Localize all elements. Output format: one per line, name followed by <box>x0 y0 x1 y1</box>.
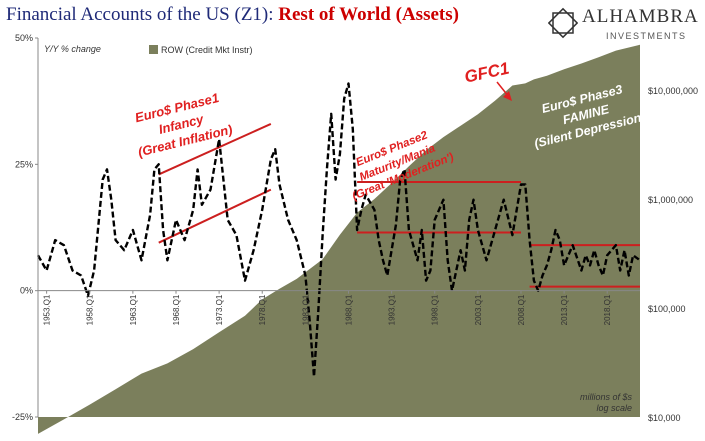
logo-name: ALHAMBRA <box>582 6 699 27</box>
legend-label: ROW (Credit Mkt Instr) <box>161 45 253 55</box>
left-tick-label: -25% <box>12 412 33 422</box>
annotation-gfc1: GFC1 <box>463 59 511 87</box>
right-tick-label: $10,000 <box>648 413 681 423</box>
right-tick-label: $1,000,000 <box>648 195 693 205</box>
right-axis-note-units: millions of $s <box>580 392 633 402</box>
trend-line-2 <box>158 188 272 244</box>
right-tick-label: $100,000 <box>648 304 686 314</box>
x-tick-label: 1968.Q1 <box>172 294 181 325</box>
annotation-gfc1-line: GFC1 <box>463 59 511 87</box>
x-tick-label: 1988.Q1 <box>344 294 353 325</box>
line-layer <box>36 82 641 378</box>
right-axis-note-scale: log scale <box>596 403 632 413</box>
alhambra-logo: ALHAMBRA INVESTMENTS <box>548 5 700 45</box>
x-tick-label: 1993.Q1 <box>388 294 397 325</box>
x-tick-label: 1998.Q1 <box>431 294 440 325</box>
x-tick-label: 1978.Q1 <box>258 294 267 325</box>
left-axis-label: Y/Y % change <box>44 44 101 54</box>
star-logo-icon <box>548 7 578 39</box>
x-tick-label: 1973.Q1 <box>215 294 224 325</box>
trend-line-1 <box>158 122 272 176</box>
area-layer <box>38 44 640 434</box>
x-tick-label: 1958.Q1 <box>86 294 95 325</box>
logo-subtitle: INVESTMENTS <box>606 31 687 41</box>
left-tick-label: 0% <box>20 286 33 296</box>
left-tick-label: 50% <box>15 33 33 43</box>
x-tick-label: 1963.Q1 <box>129 294 138 325</box>
x-tick-label: 1983.Q1 <box>301 294 310 325</box>
x-tick-label: 2013.Q1 <box>560 294 569 325</box>
legend-swatch <box>149 45 158 54</box>
yoy-change-line <box>36 82 641 378</box>
axis-layer: 50% 25% 0% -25% $10,000,000 $1,000,000 $100,00… <box>12 33 698 423</box>
gfc1-arrow-head <box>503 91 512 101</box>
chart-title-highlight: Rest of World (Assets) <box>278 4 459 25</box>
x-tick-label: 1953.Q1 <box>43 294 52 325</box>
left-tick-label: 25% <box>15 159 33 169</box>
right-tick-label: $10,000,000 <box>648 86 698 96</box>
x-tick-label: 2008.Q1 <box>517 294 526 325</box>
chart-title: Financial Accounts of the US (Z1): Rest … <box>6 4 459 26</box>
chart-title-main: Financial Accounts of the US (Z1): <box>6 4 279 25</box>
area-series-row-credit <box>38 44 640 434</box>
x-tick-label: 2003.Q1 <box>474 294 483 325</box>
x-tick-label: 2018.Q1 <box>603 294 612 325</box>
